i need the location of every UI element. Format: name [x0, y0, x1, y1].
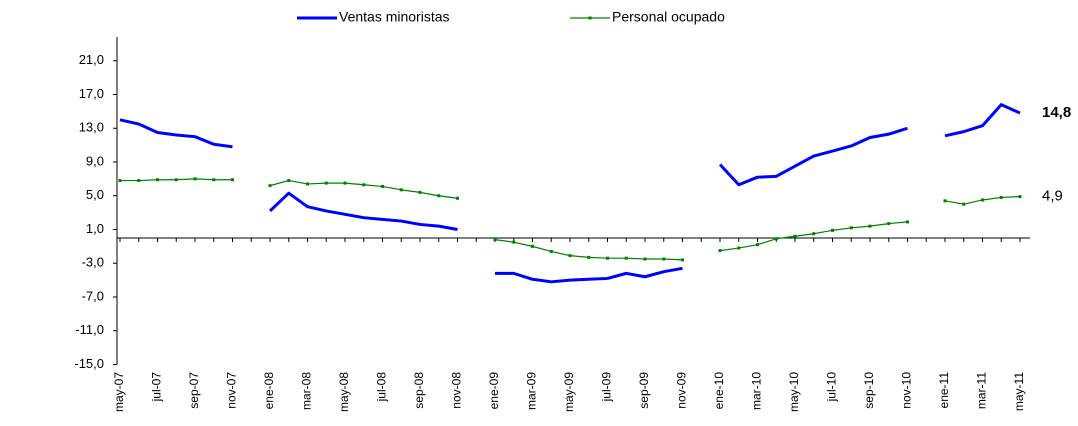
x-tick-label: nov-09 — [675, 372, 689, 409]
series-marker — [587, 255, 591, 259]
legend-item: Personal ocupado — [570, 9, 725, 25]
series-marker — [643, 257, 647, 261]
series-marker — [1018, 195, 1022, 199]
series-marker — [737, 246, 741, 250]
series-marker — [887, 222, 891, 226]
series-marker — [662, 257, 666, 261]
x-tick-label: may-11 — [1012, 372, 1026, 411]
series-marker — [193, 177, 197, 181]
series-marker — [306, 182, 309, 186]
series-marker — [981, 198, 984, 202]
x-tick-label: ene-10 — [712, 372, 726, 410]
series-marker — [268, 184, 272, 188]
x-tick-label: mar-11 — [975, 372, 989, 409]
y-tick-label: -11,0 — [75, 322, 104, 337]
x-tick-label: nov-08 — [450, 372, 464, 409]
x-tick-label: ene-11 — [937, 372, 951, 409]
x-tick-label: mar-09 — [525, 372, 539, 410]
x-tick-label: jul-09 — [600, 372, 614, 403]
legend-marker — [588, 16, 592, 20]
series-marker — [962, 202, 966, 206]
series-marker — [531, 244, 534, 248]
y-tick-label: 1,0 — [86, 221, 104, 236]
series-marker — [418, 190, 422, 194]
y-tick-label: -7,0 — [82, 288, 104, 303]
series-marker — [456, 196, 459, 200]
series-marker — [999, 195, 1003, 199]
series-marker — [681, 258, 684, 262]
x-tick-label: sep-08 — [412, 372, 426, 409]
x-tick-label: sep-10 — [862, 372, 876, 409]
series-marker — [287, 179, 291, 183]
y-tick-label: 5,0 — [86, 187, 104, 202]
series-marker — [793, 234, 797, 238]
x-tick-label: sep-07 — [187, 372, 201, 409]
series-marker — [756, 243, 759, 247]
y-tick-label: 17,0 — [79, 86, 104, 101]
y-tick-label: -15,0 — [74, 356, 104, 371]
series-marker — [156, 178, 159, 182]
series-marker — [399, 188, 403, 192]
y-tick-label: 21,0 — [79, 52, 104, 67]
series-marker — [831, 228, 834, 232]
x-tick-label: jul-10 — [825, 372, 839, 403]
x-tick-label: ene-08 — [262, 372, 276, 410]
end-label: 14,8 — [1042, 104, 1071, 121]
series-marker — [381, 184, 384, 188]
series-marker — [362, 183, 366, 187]
legend-item: Ventas minoristas — [297, 9, 450, 25]
series-marker — [718, 249, 722, 253]
legend-label: Ventas minoristas — [339, 9, 450, 25]
x-tick-label: may-08 — [337, 372, 351, 412]
x-tick-label: jul-08 — [375, 372, 389, 403]
x-tick-label: sep-09 — [637, 372, 651, 409]
series-marker — [774, 237, 778, 241]
series-marker — [906, 220, 909, 224]
series-line — [119, 103, 1021, 284]
x-tick-label: may-09 — [562, 372, 576, 412]
series-marker — [849, 226, 853, 230]
y-tick-label: 9,0 — [86, 153, 104, 168]
x-tick-label: may-07 — [112, 372, 126, 412]
series-marker — [118, 179, 122, 183]
x-tick-label: ene-09 — [487, 372, 501, 410]
x-tick-label: mar-08 — [300, 372, 314, 410]
series-marker — [606, 256, 609, 260]
series-marker — [343, 181, 347, 185]
series-marker — [324, 181, 328, 185]
y-tick-label: 13,0 — [79, 120, 104, 135]
series-marker — [493, 238, 497, 242]
x-tick-label: nov-10 — [900, 372, 914, 409]
series-marker — [212, 178, 216, 182]
x-tick-label: jul-07 — [150, 372, 164, 403]
series-marker — [943, 199, 947, 203]
series-marker — [437, 194, 441, 198]
series-marker — [231, 178, 234, 182]
x-tick-label: nov-07 — [225, 372, 239, 409]
x-tick-label: may-10 — [787, 372, 801, 412]
series-marker — [549, 249, 553, 253]
end-label: 4,9 — [1042, 188, 1063, 205]
series-line — [120, 178, 1021, 261]
series-marker — [174, 178, 178, 182]
series-marker — [568, 254, 572, 258]
series-marker — [868, 224, 872, 228]
x-tick-label: mar-10 — [750, 372, 764, 410]
series-marker — [512, 240, 516, 244]
legend-label: Personal ocupado — [612, 9, 725, 25]
y-tick-label: -3,0 — [82, 255, 104, 270]
series-marker — [624, 256, 628, 260]
series-marker — [812, 232, 816, 236]
series-marker — [137, 179, 141, 183]
